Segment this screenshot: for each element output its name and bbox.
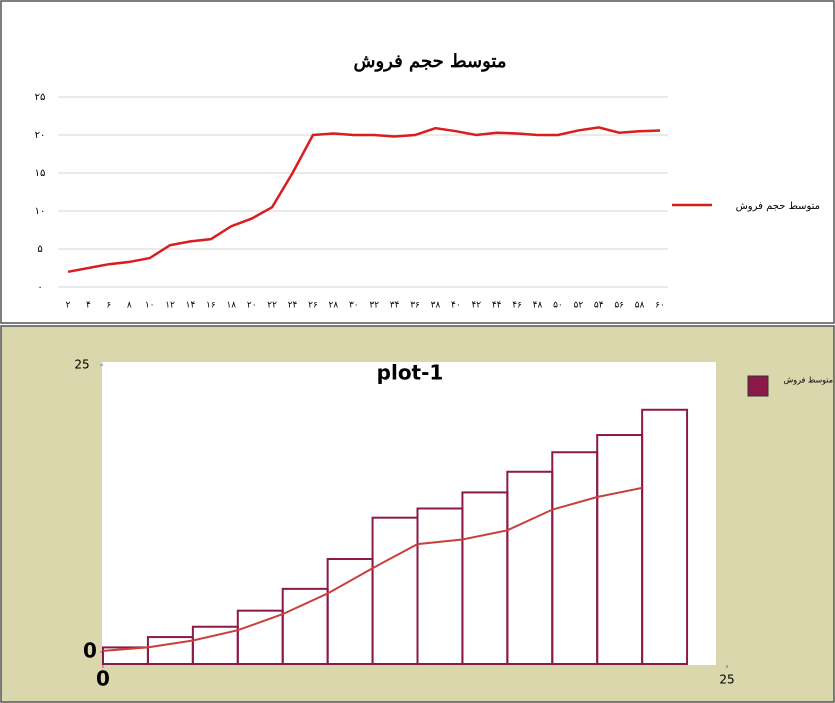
x-tick-label: ۲۴ <box>288 301 298 311</box>
x-tick-label: ۲۲ <box>267 301 277 311</box>
chart-title: متوسط حجم فروش <box>354 51 507 72</box>
legend-label: متوسط حجم فروش <box>736 201 820 212</box>
x-tick-label: ۶ <box>106 301 111 311</box>
x-tick-label: ۸ <box>127 301 132 311</box>
x-tick-label: ۲ <box>66 301 71 311</box>
x-tick-label: ۶۰ <box>655 301 665 311</box>
x-tick-label: ۴۴ <box>492 301 502 311</box>
x-tick-label: ۳۲ <box>369 301 379 311</box>
x-tick-label: ۳۴ <box>390 301 400 311</box>
x-tick-label: ۲۶ <box>308 301 318 311</box>
x-tick-label: ۱۶ <box>206 301 216 311</box>
y-tick-label: ۲۰ <box>35 130 46 141</box>
top-panel <box>0 0 835 324</box>
x-tick-label: 25 <box>719 673 734 687</box>
x-tick-label: ۲۰ <box>247 301 257 311</box>
x-tick-label: ۱۴ <box>186 301 196 311</box>
y-tick-label: ۵ <box>37 244 42 255</box>
x-tick-label: ۱۸ <box>226 301 236 311</box>
x-tick-label: ۱۲ <box>165 301 175 311</box>
y-tick-label: 0 <box>83 639 97 663</box>
x-tick-label: ۲۸ <box>329 301 339 311</box>
x-tick-label: ۳۶ <box>410 301 420 311</box>
x-tick-label: ۴۲ <box>471 301 481 311</box>
x-tick-label: ۳۸ <box>431 301 441 311</box>
y-tick-label: ۰ <box>37 282 42 293</box>
x-tick-label: ۴۶ <box>512 301 522 311</box>
bar <box>641 408 689 665</box>
line <box>102 486 643 652</box>
x-tick-label: ۱۰ <box>145 301 155 311</box>
chart-title: plot-1 <box>377 361 444 385</box>
legend-swatch <box>747 375 769 397</box>
y-tick-label: ۲۵ <box>35 92 46 103</box>
x-tick-label: ۴۰ <box>451 301 461 311</box>
legend-label: متوسط فروش <box>783 376 833 385</box>
x-tick-label: ۵۲ <box>574 301 584 311</box>
y-tick-label: ۱۰ <box>35 206 46 217</box>
x-tick-label: ۵۸ <box>635 301 645 311</box>
plot-area <box>102 362 716 665</box>
x-tick-label: ۴ <box>86 301 91 311</box>
y-tick-label: 25 <box>74 358 89 372</box>
x-tick-label: ۵۴ <box>594 301 604 311</box>
x-tick-label: ۵۶ <box>614 301 624 311</box>
x-tick-label: ۴۸ <box>533 301 543 311</box>
x-tick-label: 0 <box>96 667 110 691</box>
line <box>67 126 661 274</box>
x-tick-label: ۵۰ <box>553 301 563 311</box>
x-tick-label: ۳۰ <box>349 301 359 311</box>
y-tick-label: ۱۵ <box>35 168 46 179</box>
